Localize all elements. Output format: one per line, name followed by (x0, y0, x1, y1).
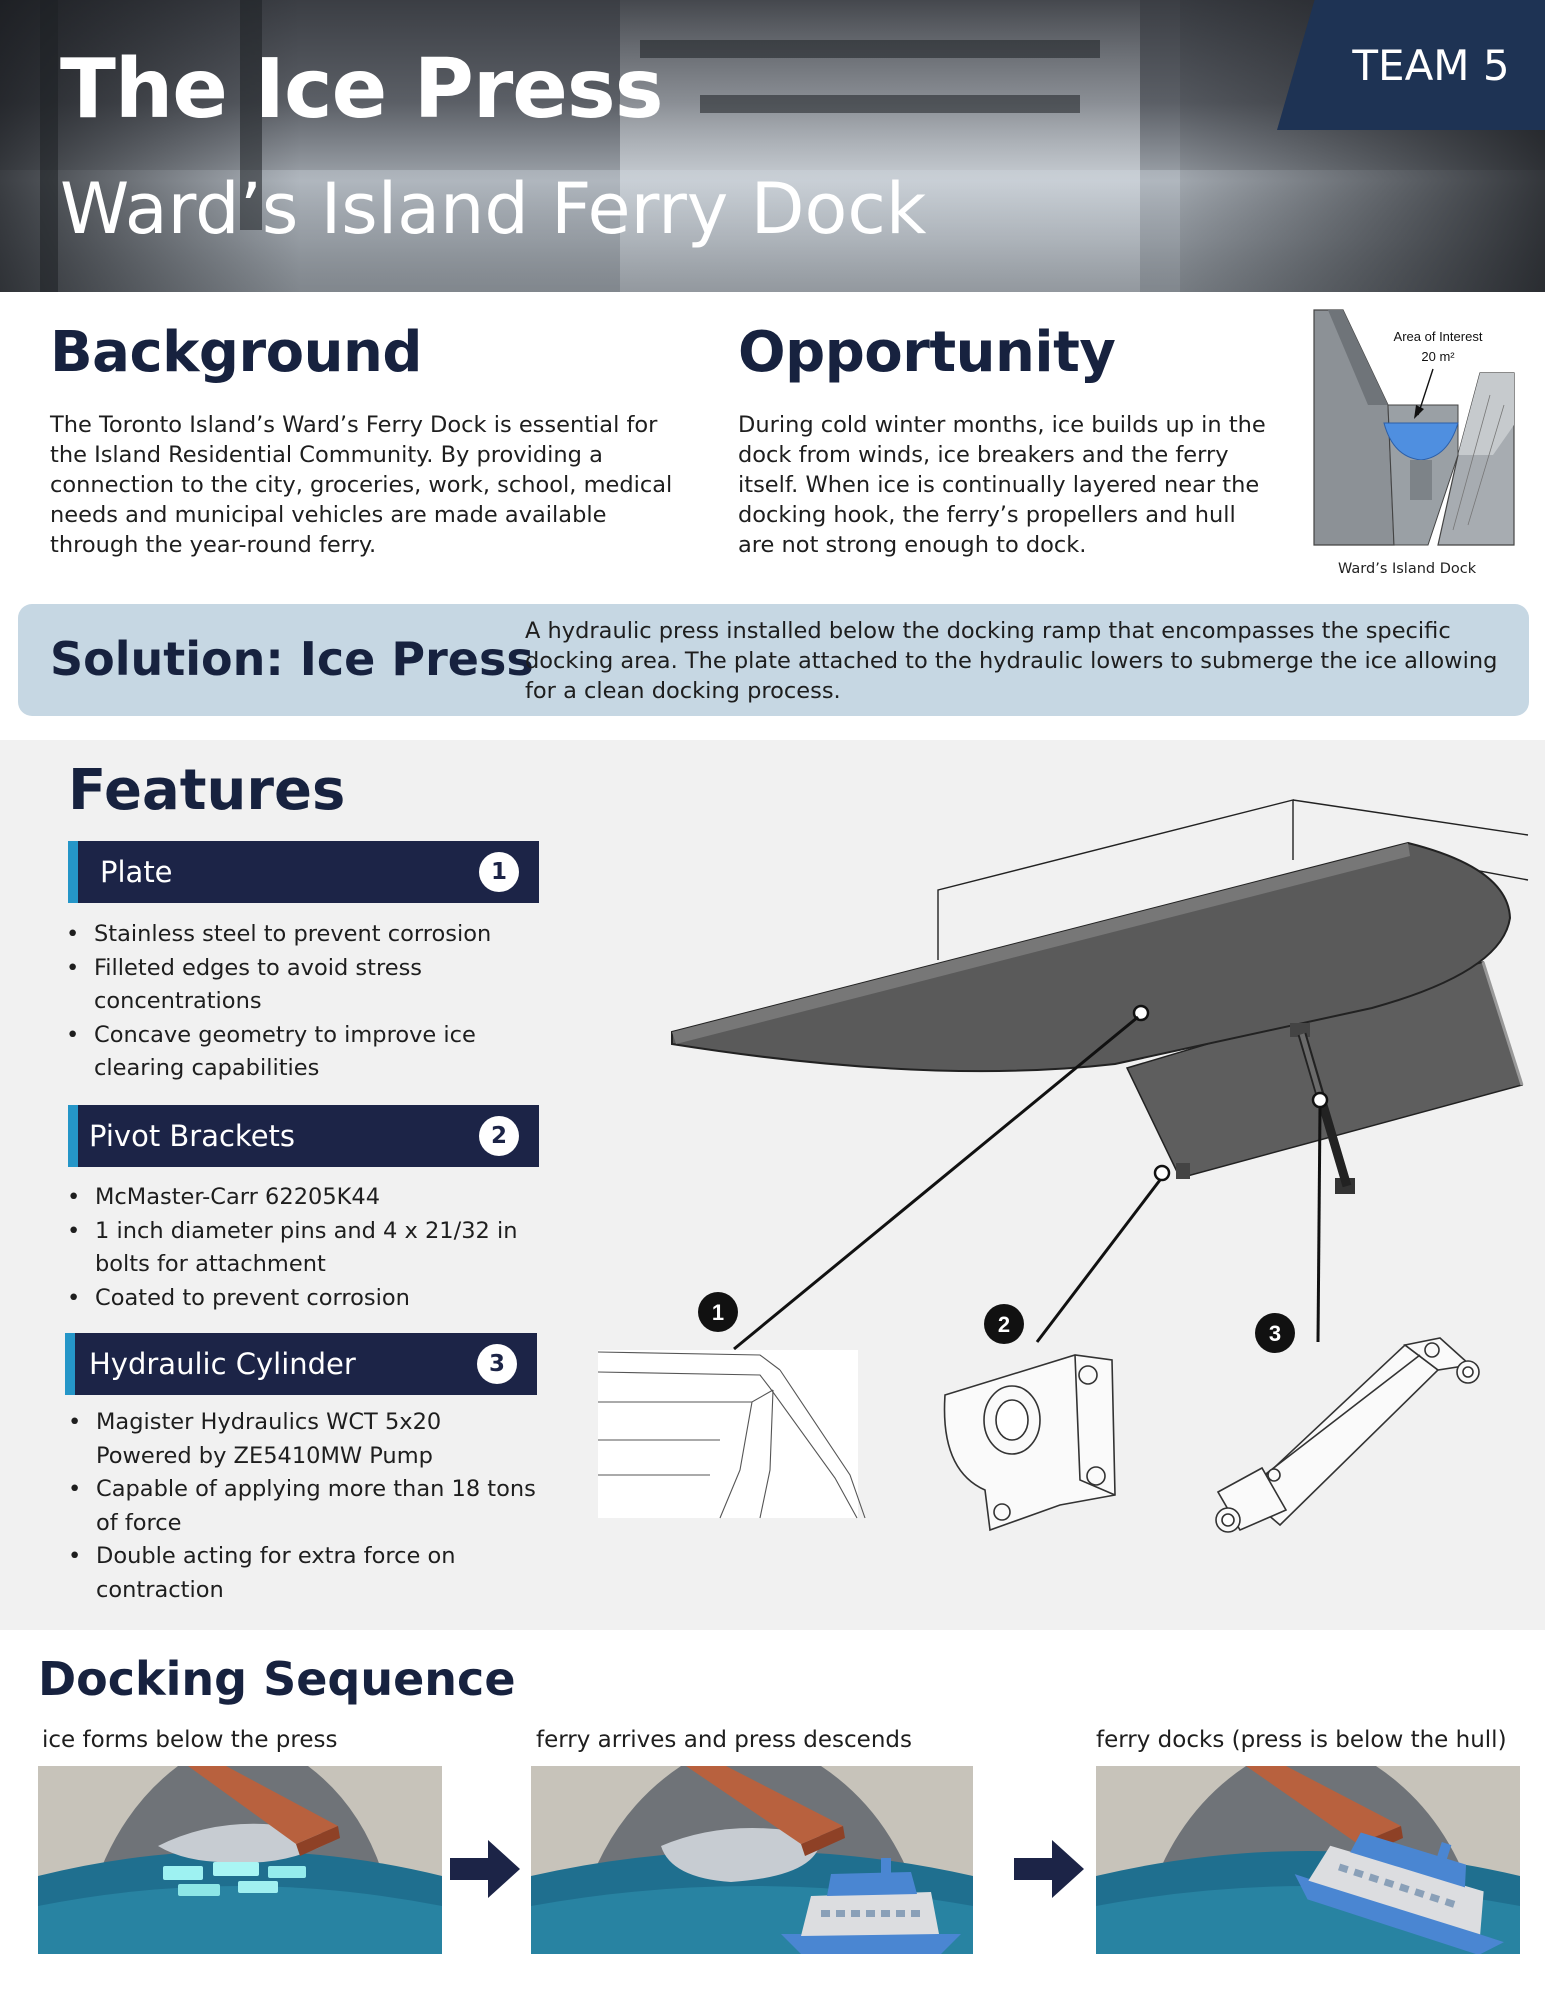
list-item: Stainless steel to prevent corrosion (66, 918, 536, 952)
plate-shape (671, 841, 1512, 1073)
callout-number: 2 (998, 1312, 1010, 1337)
area-of-interest-label: Area of Interest (1394, 329, 1483, 344)
docking-heading: Docking Sequence (38, 1652, 516, 1706)
plate-detail-drawing (597, 1350, 866, 1519)
opportunity-heading: Opportunity (738, 320, 1116, 385)
docking-step-label-1: ice forms below the press (42, 1727, 338, 1753)
background-text: The Toronto Island’s Ward’s Ferry Dock i… (50, 412, 673, 558)
docking-scene-ice-forms (38, 1766, 442, 1954)
docking-step-label-3: ferry docks (press is below the hull) (1096, 1727, 1507, 1753)
arrow-right-icon (450, 1840, 520, 1898)
list-item: McMaster-Carr 62205K44 (67, 1181, 537, 1215)
feature-title-pivot-brackets: Pivot Brackets (89, 1119, 296, 1153)
feature-number-1: 1 (479, 852, 519, 892)
callout-point-2 (1153, 1164, 1171, 1182)
list-item: Filleted edges to avoid stress concentra… (66, 952, 536, 1019)
page-subtitle: Ward’s Island Ferry Dock (60, 168, 927, 250)
list-item: Concave geometry to improve ice clearing… (66, 1019, 536, 1086)
callout-badge-3 (1255, 1313, 1295, 1353)
feature-bar-plate: Plate 1 (68, 841, 539, 903)
team-badge: TEAM 5 (1277, 0, 1545, 130)
press-assembly-illustration: 1 2 3 (597, 799, 1529, 1533)
callout-lines (733, 1015, 1322, 1351)
header-banner: The Ice Press Ward’s Island Ferry Dock T… (0, 0, 1545, 292)
header-photo-beam (700, 95, 1080, 113)
callout-number: 1 (712, 1300, 724, 1325)
list-item: 1 inch diameter pins and 4 x 21/32 in bo… (67, 1215, 537, 1282)
area-of-interest-value: 20 m² (1421, 349, 1455, 364)
feature-number-3: 3 (477, 1344, 517, 1384)
feature-list-pivot-brackets: McMaster-Carr 62205K44 1 inch diameter p… (67, 1181, 537, 1315)
header-photo-post (40, 0, 58, 292)
feature-bar-hydraulic-cylinder: Hydraulic Cylinder 3 (65, 1333, 537, 1395)
docking-scene-press-descends (531, 1766, 973, 1954)
callout-point-3 (1311, 1091, 1329, 1109)
list-item: Coated to prevent corrosion (67, 1282, 537, 1316)
opportunity-text: During cold winter months, ice builds up… (738, 412, 1266, 558)
callout-number: 3 (1269, 1321, 1281, 1346)
feature-title-hydraulic-cylinder: Hydraulic Cylinder (89, 1347, 356, 1381)
docking-step-label-2: ferry arrives and press descends (536, 1727, 912, 1753)
hydraulic-cylinder-drawing (1215, 1337, 1480, 1533)
callout-badge-2 (984, 1304, 1024, 1344)
feature-bar-pivot-brackets: Pivot Brackets 2 (68, 1105, 539, 1167)
callout-badge-1 (698, 1292, 738, 1332)
dock-figure: Area of Interest 20 m² (1313, 309, 1515, 546)
features-heading: Features (68, 758, 346, 823)
header-photo-post (240, 0, 262, 230)
feature-list-hydraulic-cylinder: Magister Hydraulics WCT 5x20 Powered by … (68, 1406, 538, 1607)
page-title: The Ice Press (60, 42, 664, 137)
pivot-bracket (1176, 1163, 1190, 1179)
feature-title-plate: Plate (100, 855, 173, 889)
docking-scene-ferry-docks (1096, 1766, 1520, 1954)
solution-heading: Solution: Ice Press (50, 632, 534, 686)
pivot-bracket-drawing (943, 1354, 1116, 1532)
solution-panel: Solution: Ice Press A hydraulic press in… (18, 604, 1529, 716)
header-photo-beam (640, 40, 1100, 58)
list-item: Magister Hydraulics WCT 5x20 Powered by … (68, 1406, 538, 1473)
solution-text: A hydraulic press installed below the do… (525, 618, 1498, 704)
feature-list-plate: Stainless steel to prevent corrosion Fil… (66, 918, 536, 1086)
dock-figure-caption: Ward’s Island Dock (1338, 561, 1477, 577)
list-item: Capable of applying more than 18 tons of… (68, 1473, 538, 1540)
list-item: Double acting for extra force on contrac… (68, 1540, 538, 1607)
background-heading: Background (50, 320, 422, 385)
feature-number-2: 2 (479, 1116, 519, 1156)
arrow-right-icon (1014, 1840, 1084, 1898)
